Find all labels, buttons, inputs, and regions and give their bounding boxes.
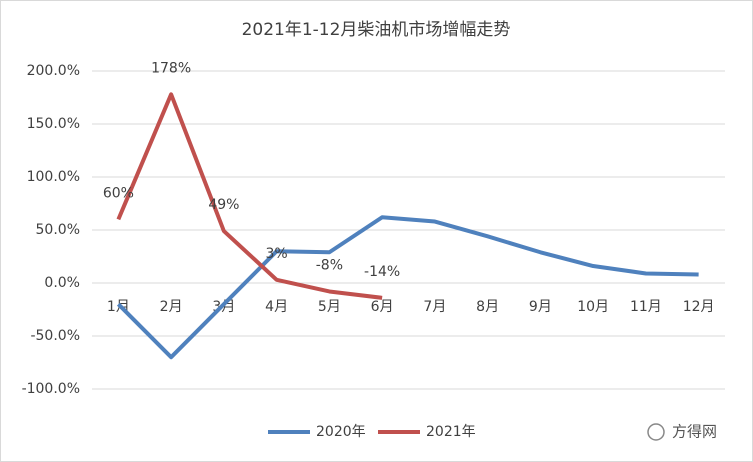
x-tick-label: 8月 — [476, 299, 499, 315]
x-tick-label: 6月 — [371, 299, 394, 315]
data-label: -14% — [364, 264, 400, 280]
y-tick-label: 200.0% — [27, 63, 80, 79]
series-line — [116, 215, 699, 360]
x-tick-label: 9月 — [529, 299, 552, 315]
x-tick-label: 2月 — [160, 299, 183, 315]
watermark-icon — [647, 423, 665, 441]
y-tick-label: -50.0% — [30, 328, 80, 344]
x-tick-label: 12月 — [683, 299, 715, 315]
data-label: 3% — [266, 246, 288, 262]
data-label: 49% — [208, 197, 239, 213]
data-label: 60% — [103, 185, 134, 201]
x-tick-label: 7月 — [423, 299, 446, 315]
y-tick-label: 50.0% — [36, 222, 80, 238]
legend-label: 2021年 — [426, 424, 476, 440]
y-tick-label: 0.0% — [44, 275, 80, 291]
data-label: -8% — [316, 257, 343, 273]
y-tick-label: -100.0% — [22, 381, 80, 397]
x-tick-label: 4月 — [265, 299, 288, 315]
x-tick-label: 10月 — [577, 299, 609, 315]
legend-label: 2020年 — [316, 424, 366, 440]
y-tick-label: 100.0% — [27, 169, 80, 185]
series-line — [116, 92, 383, 300]
x-tick-label: 11月 — [630, 299, 662, 315]
y-tick-label: 150.0% — [27, 116, 80, 132]
x-tick-label: 5月 — [318, 299, 341, 315]
data-label: 178% — [151, 60, 191, 76]
watermark: 方得网 — [672, 423, 717, 441]
chart-title: 2021年1-12月柴油机市场增幅走势 — [242, 20, 511, 40]
